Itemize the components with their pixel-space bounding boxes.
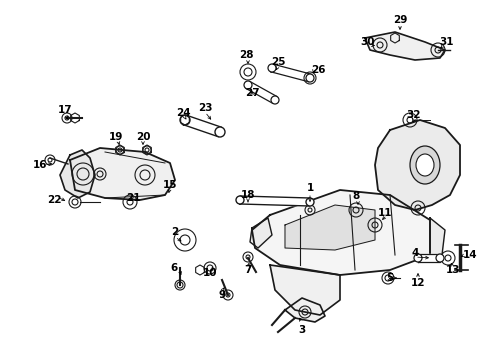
Polygon shape bbox=[285, 298, 325, 322]
Text: 3: 3 bbox=[298, 325, 305, 335]
Polygon shape bbox=[70, 148, 175, 200]
Polygon shape bbox=[245, 81, 276, 103]
Polygon shape bbox=[374, 120, 459, 210]
Circle shape bbox=[413, 254, 421, 262]
Polygon shape bbox=[429, 218, 444, 258]
Text: 21: 21 bbox=[125, 193, 140, 203]
Text: 24: 24 bbox=[175, 108, 190, 118]
Polygon shape bbox=[270, 64, 310, 82]
Text: 11: 11 bbox=[377, 208, 391, 218]
Polygon shape bbox=[269, 265, 339, 315]
Ellipse shape bbox=[415, 154, 433, 176]
Text: 32: 32 bbox=[406, 110, 420, 120]
Circle shape bbox=[267, 64, 275, 72]
Polygon shape bbox=[364, 32, 444, 60]
Text: 29: 29 bbox=[392, 15, 407, 25]
Text: 10: 10 bbox=[203, 268, 217, 278]
Text: 14: 14 bbox=[462, 250, 476, 260]
Text: 27: 27 bbox=[244, 88, 259, 98]
Text: 20: 20 bbox=[136, 132, 150, 142]
Circle shape bbox=[435, 254, 443, 262]
Polygon shape bbox=[240, 196, 309, 206]
Text: 15: 15 bbox=[163, 180, 177, 190]
Circle shape bbox=[180, 115, 190, 125]
Polygon shape bbox=[417, 254, 439, 262]
Text: 31: 31 bbox=[439, 37, 453, 47]
Polygon shape bbox=[183, 115, 221, 137]
Polygon shape bbox=[251, 190, 429, 275]
Text: 12: 12 bbox=[410, 278, 425, 288]
Text: 26: 26 bbox=[310, 65, 325, 75]
Text: 4: 4 bbox=[410, 248, 418, 258]
Text: 13: 13 bbox=[445, 265, 459, 275]
Circle shape bbox=[305, 74, 313, 82]
Text: 17: 17 bbox=[58, 105, 72, 115]
Text: 25: 25 bbox=[270, 57, 285, 67]
Circle shape bbox=[305, 198, 313, 206]
Text: 7: 7 bbox=[244, 265, 251, 275]
Text: 9: 9 bbox=[218, 290, 225, 300]
Text: 23: 23 bbox=[197, 103, 212, 113]
Text: 5: 5 bbox=[386, 273, 393, 283]
Text: 19: 19 bbox=[109, 132, 123, 142]
Circle shape bbox=[244, 81, 251, 89]
Polygon shape bbox=[60, 150, 95, 198]
Circle shape bbox=[215, 127, 224, 137]
Text: 18: 18 bbox=[240, 190, 255, 200]
Text: 6: 6 bbox=[170, 263, 177, 273]
Text: 16: 16 bbox=[33, 160, 47, 170]
Text: 2: 2 bbox=[171, 227, 178, 237]
Text: 28: 28 bbox=[238, 50, 253, 60]
Text: 30: 30 bbox=[360, 37, 374, 47]
Text: 1: 1 bbox=[306, 183, 313, 193]
Polygon shape bbox=[285, 205, 374, 250]
Text: 8: 8 bbox=[352, 191, 359, 201]
Circle shape bbox=[236, 196, 244, 204]
Text: 22: 22 bbox=[47, 195, 61, 205]
Circle shape bbox=[270, 96, 279, 104]
Ellipse shape bbox=[409, 146, 439, 184]
Polygon shape bbox=[249, 218, 271, 248]
